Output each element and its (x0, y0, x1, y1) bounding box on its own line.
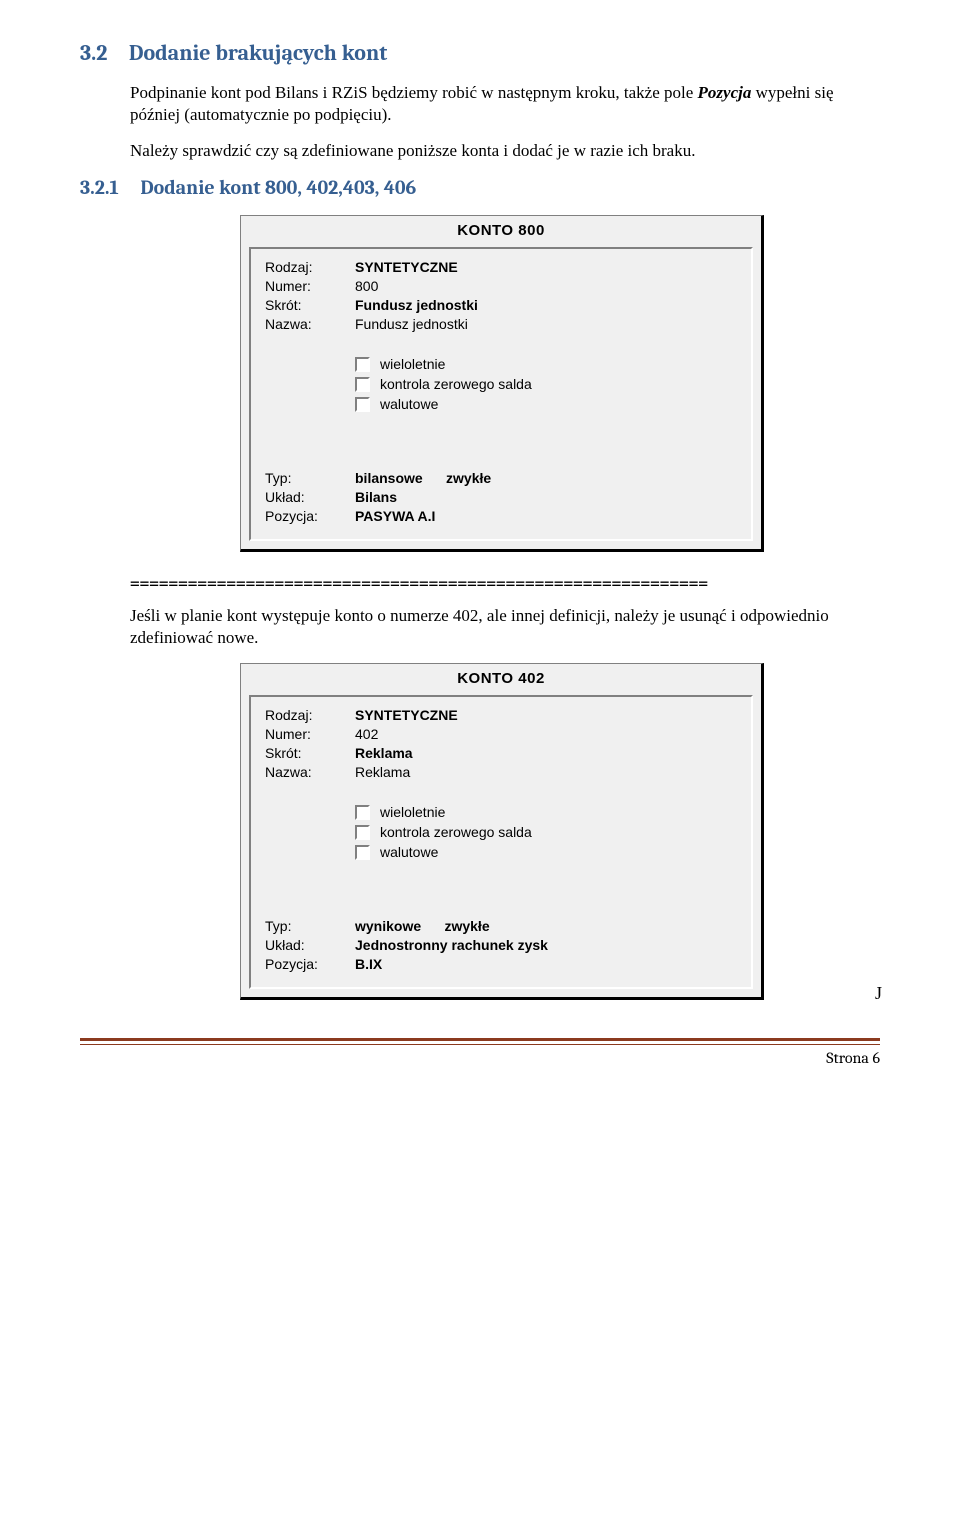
checkbox[interactable] (355, 805, 370, 820)
field-value: 800 (355, 278, 737, 294)
checkbox-row: kontrola zerowego salda (355, 824, 737, 840)
checkbox-row: walutowe (355, 396, 737, 412)
checkbox-label: wieloletnie (380, 804, 445, 820)
checkbox-label: walutowe (380, 396, 438, 412)
subsection-heading: 3.2.1 Dodanie kont 800, 402,403, 406 (80, 176, 880, 199)
field-label: Układ: (265, 489, 355, 505)
form-panel: KONTO 800 Rodzaj: SYNTETYCZNE Numer: 800… (240, 215, 764, 552)
page-number: Strona 6 (80, 1049, 880, 1067)
field-value: Reklama (355, 745, 737, 761)
italic-term: Pozycja (698, 83, 752, 102)
field-label: Rodzaj: (265, 707, 355, 723)
checkbox-label: kontrola zerowego salda (380, 376, 532, 392)
field-value: bilansowe zwykłe (355, 470, 737, 486)
field-value: 402 (355, 726, 737, 742)
field-label: Nazwa: (265, 316, 355, 332)
field-value: SYNTETYCZNE (355, 707, 737, 723)
form-row: Układ: Jednostronny rachunek zysk (265, 937, 737, 953)
field-value: SYNTETYCZNE (355, 259, 737, 275)
field-label: Numer: (265, 726, 355, 742)
field-value: wynikowe zwykłe (355, 918, 737, 934)
form-konto-402: KONTO 402 Rodzaj: SYNTETYCZNE Numer: 402… (240, 663, 880, 1000)
field-label: Typ: (265, 470, 355, 486)
section-heading: 3.2 Dodanie brakujących kont (80, 40, 880, 66)
checkbox[interactable] (355, 357, 370, 372)
form-inner: Rodzaj: SYNTETYCZNE Numer: 800 Skrót: Fu… (249, 247, 753, 541)
form-row: Numer: 402 (265, 726, 737, 742)
form-row: Rodzaj: SYNTETYCZNE (265, 707, 737, 723)
checkbox[interactable] (355, 377, 370, 392)
form-row: Skrót: Reklama (265, 745, 737, 761)
field-value: Reklama (355, 764, 737, 780)
form-row: Pozycja: B.IX (265, 956, 737, 972)
checkbox-row: kontrola zerowego salda (355, 376, 737, 392)
field-label: Pozycja: (265, 508, 355, 524)
separator-line: ========================================… (130, 574, 880, 593)
field-value: PASYWA A.I (355, 508, 737, 524)
checkbox-label: walutowe (380, 844, 438, 860)
checkbox[interactable] (355, 825, 370, 840)
checkbox-row: walutowe (355, 844, 737, 860)
form-row: Nazwa: Fundusz jednostki (265, 316, 737, 332)
checkbox[interactable] (355, 845, 370, 860)
field-label: Rodzaj: (265, 259, 355, 275)
field-value: B.IX (355, 956, 737, 972)
form-panel: KONTO 402 Rodzaj: SYNTETYCZNE Numer: 402… (240, 663, 764, 1000)
checkbox-label: wieloletnie (380, 356, 445, 372)
field-label: Nazwa: (265, 764, 355, 780)
section-title: Dodanie brakujących kont (129, 40, 387, 66)
subsection-number: 3.2.1 (80, 176, 136, 199)
field-label: Układ: (265, 937, 355, 953)
subsection-title: Dodanie kont 800, 402,403, 406 (140, 176, 416, 199)
section-number: 3.2 (80, 40, 124, 66)
field-label: Pozycja: (265, 956, 355, 972)
form-row: Numer: 800 (265, 278, 737, 294)
checkbox-label: kontrola zerowego salda (380, 824, 532, 840)
field-label: Numer: (265, 278, 355, 294)
paragraph-1: Podpinanie kont pod Bilans i RZiS będzie… (130, 82, 880, 126)
field-value: Fundusz jednostki (355, 297, 737, 313)
field-value: Bilans (355, 489, 737, 505)
field-label: Skrót: (265, 297, 355, 313)
checkbox-row: wieloletnie (355, 804, 737, 820)
trailing-character: J (875, 983, 882, 1004)
form-row: Typ: bilansowe zwykłe (265, 470, 737, 486)
field-value: Jednostronny rachunek zysk (355, 937, 737, 953)
form-row: Układ: Bilans (265, 489, 737, 505)
form-konto-800: KONTO 800 Rodzaj: SYNTETYCZNE Numer: 800… (240, 215, 880, 552)
form-row: Pozycja: PASYWA A.I (265, 508, 737, 524)
checkbox-row: wieloletnie (355, 356, 737, 372)
footer-divider (80, 1038, 880, 1045)
field-label: Skrót: (265, 745, 355, 761)
checkbox-group: wieloletnie kontrola zerowego salda walu… (355, 356, 737, 412)
checkbox-group: wieloletnie kontrola zerowego salda walu… (355, 804, 737, 860)
form-row: Typ: wynikowe zwykłe (265, 918, 737, 934)
form-row: Rodzaj: SYNTETYCZNE (265, 259, 737, 275)
checkbox[interactable] (355, 397, 370, 412)
form-title: KONTO 402 (241, 664, 761, 691)
form-title: KONTO 800 (241, 216, 761, 243)
page-content: 3.2 Dodanie brakujących kont Podpinanie … (0, 0, 960, 1028)
paragraph-2: Należy sprawdzić czy są zdefiniowane pon… (130, 140, 880, 162)
field-label: Typ: (265, 918, 355, 934)
paragraph-3: Jeśli w planie kont występuje konto o nu… (130, 605, 880, 649)
page-footer: Strona 6 (0, 1038, 960, 1087)
form-inner: Rodzaj: SYNTETYCZNE Numer: 402 Skrót: Re… (249, 695, 753, 989)
form-row: Skrót: Fundusz jednostki (265, 297, 737, 313)
form-row: Nazwa: Reklama (265, 764, 737, 780)
field-value: Fundusz jednostki (355, 316, 737, 332)
